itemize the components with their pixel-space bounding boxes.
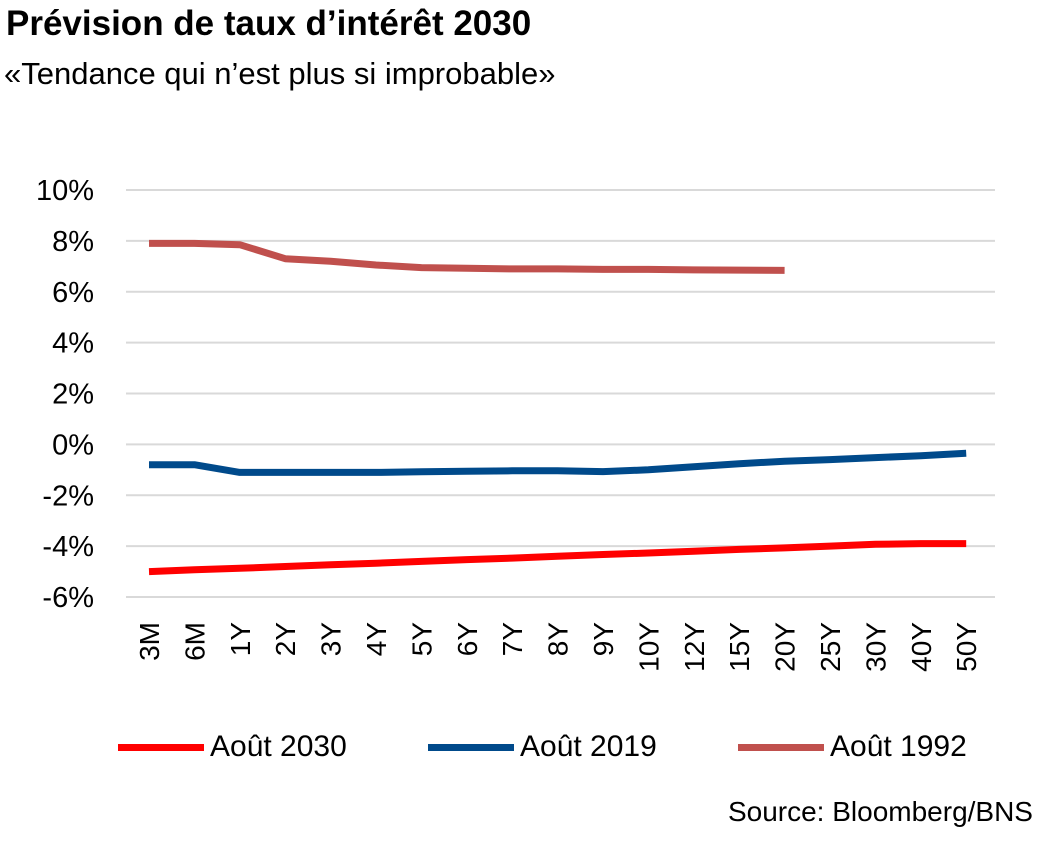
- series-line-2: [149, 449, 967, 476]
- x-tick-label: 9Y: [588, 622, 619, 657]
- x-axis-tick-labels: 3M 6M 1Y 2Y 3Y 4Y 5Y 6Y 7Y 8Y 9Y 10Y 12Y 15Y 20Y 25Y 30Y…: [134, 622, 982, 672]
- legend-swatch-aout-2030: [118, 743, 204, 751]
- series-line-3: [149, 239, 785, 274]
- chart-subtitle: «Tendance qui n’est plus si improbable»: [4, 56, 556, 91]
- x-tick-label: 15Y: [724, 622, 755, 672]
- x-tick-label: 3Y: [316, 622, 347, 657]
- x-tick-label: 20Y: [770, 622, 801, 672]
- y-tick-label: -4%: [42, 531, 94, 563]
- legend-item-aout-2019[interactable]: Août 2019: [428, 722, 657, 772]
- legend-label: Août 1992: [830, 730, 967, 763]
- source-note: Source: Bloomberg/BNS: [727, 796, 1033, 827]
- y-tick-label: 8%: [52, 226, 94, 258]
- x-tick-label: 4Y: [361, 622, 392, 657]
- y-tick-label: 10%: [36, 175, 94, 207]
- x-tick-label: 30Y: [860, 622, 891, 672]
- x-tick-label: 8Y: [543, 622, 574, 657]
- x-tick-label: 1Y: [225, 622, 256, 657]
- series-line-1: [148, 540, 967, 576]
- legend-swatch-aout-2019: [428, 743, 514, 751]
- x-tick-label: 3M: [134, 622, 165, 661]
- y-axis-tick-labels: 10% 8% 6% 4% 2% 0% -2% -4% -6%: [36, 175, 94, 614]
- y-tick-label: 2%: [52, 379, 94, 411]
- y-tick-label: -2%: [42, 480, 94, 512]
- x-tick-label: 50Y: [951, 622, 982, 672]
- legend-swatch-aout-1992: [738, 743, 824, 751]
- legend-item-aout-1992[interactable]: Août 1992: [738, 722, 967, 772]
- x-tick-label: 40Y: [906, 622, 937, 672]
- legend-item-aout-2030[interactable]: Août 2030: [118, 722, 347, 772]
- legend-label: Août 2030: [210, 730, 347, 763]
- x-tick-label: 12Y: [679, 622, 710, 672]
- chart-title: Prévision de taux d’intérêt 2030: [6, 4, 532, 43]
- x-tick-label: 7Y: [497, 622, 528, 657]
- x-tick-label: 25Y: [815, 622, 846, 672]
- legend: Août 2030 Août 2019 Août 1992: [0, 722, 1041, 772]
- line-chart: 10% 8% 6% 4% 2% 0% -2% -4% -6% 3M 6M 1Y 2Y 3Y 4Y 5Y 6Y 7…: [36, 175, 995, 672]
- x-tick-label: 2Y: [270, 622, 301, 657]
- y-tick-label: -6%: [42, 582, 94, 614]
- legend-label: Août 2019: [520, 730, 657, 763]
- series-lines: [148, 239, 967, 576]
- x-tick-label: 6M: [179, 622, 210, 661]
- y-tick-label: 6%: [52, 277, 94, 309]
- x-tick-label: 6Y: [452, 622, 483, 657]
- y-tick-label: 4%: [52, 328, 94, 360]
- x-tick-label: 10Y: [633, 622, 664, 672]
- y-tick-label: 0%: [52, 429, 94, 461]
- x-tick-label: 5Y: [406, 622, 437, 657]
